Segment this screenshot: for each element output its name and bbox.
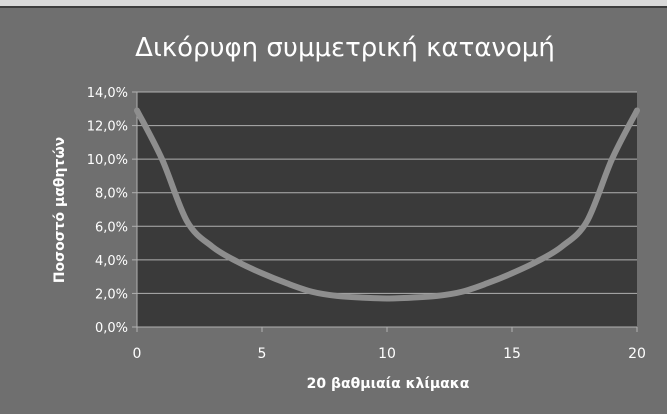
y-tick-label: 10,0% bbox=[87, 153, 128, 168]
y-tick-label: 12,0% bbox=[87, 120, 128, 135]
y-tick-label: 14,0% bbox=[87, 86, 128, 101]
series-layer bbox=[134, 107, 640, 302]
window-top-strip bbox=[0, 0, 667, 6]
x-tick-label: 5 bbox=[258, 346, 267, 362]
y-tick-label: 6,0% bbox=[95, 220, 128, 235]
x-tick-label: 0 bbox=[133, 346, 142, 362]
y-tick-label: 4,0% bbox=[95, 254, 128, 269]
plot-area bbox=[137, 92, 637, 327]
gridlines bbox=[137, 91, 637, 294]
x-tick-label: 15 bbox=[503, 346, 521, 362]
y-tick-label: 8,0% bbox=[95, 187, 128, 202]
x-tick-label: 20 bbox=[628, 346, 646, 362]
y-tick-label: 0,0% bbox=[95, 321, 128, 336]
axes bbox=[132, 91, 638, 332]
y-tick-label: 2,0% bbox=[95, 287, 128, 302]
window-top-border bbox=[0, 6, 667, 8]
tick-labels: 0,0% 2,0% 4,0% 6,0% 8,0% 10,0% 12,0% 14,0% 0 5 10 1… bbox=[87, 86, 646, 362]
series-line-0 bbox=[134, 107, 640, 302]
x-tick-label: 10 bbox=[378, 346, 396, 362]
x-axis-title: 20 βαθμιαία κλίμακα bbox=[307, 376, 470, 392]
y-axis-title: Ποσοστό μαθητών bbox=[52, 137, 68, 283]
chart-title: Δικόρυφη συμμετρική κατανομή bbox=[135, 33, 555, 63]
